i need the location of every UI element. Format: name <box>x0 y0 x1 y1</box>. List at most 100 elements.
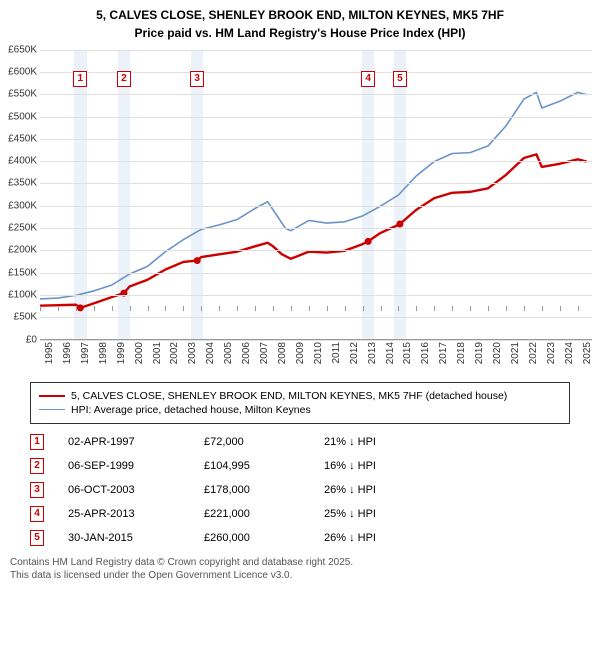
sale-marker-box: 4 <box>361 71 375 87</box>
legend-swatch <box>39 395 65 397</box>
x-tick <box>201 306 202 311</box>
y-tick-label: £450K <box>3 133 37 144</box>
sale-marker-box: 5 <box>393 71 407 87</box>
x-tick-label: 1998 <box>98 342 109 364</box>
footer-attribution: Contains HM Land Registry data © Crown c… <box>10 556 570 582</box>
x-tick-label: 2008 <box>277 342 288 364</box>
footer-line-2: This data is licensed under the Open Gov… <box>10 569 570 582</box>
x-tick <box>327 306 328 311</box>
gridline <box>40 183 592 184</box>
x-tick <box>273 306 274 311</box>
y-tick-label: £50K <box>3 312 37 323</box>
x-tick <box>219 306 220 311</box>
x-tick-label: 2023 <box>546 342 557 364</box>
plot-area: 12345 <box>40 50 592 340</box>
x-tick <box>148 306 149 311</box>
sales-row-diff: 25% ↓ HPI <box>324 508 424 520</box>
y-tick-label: £650K <box>3 44 37 55</box>
sales-row-diff: 21% ↓ HPI <box>324 436 424 448</box>
sales-row-date: 06-SEP-1999 <box>54 460 194 472</box>
legend-item: 5, CALVES CLOSE, SHENLEY BROOK END, MILT… <box>39 389 561 403</box>
y-tick-label: £0 <box>3 334 37 345</box>
sales-row-price: £104,995 <box>204 460 314 472</box>
x-tick <box>237 306 238 311</box>
x-tick-label: 2004 <box>205 342 216 364</box>
sales-row-number: 3 <box>30 482 44 498</box>
x-tick-label: 2013 <box>367 342 378 364</box>
x-tick <box>506 306 507 311</box>
legend-label: 5, CALVES CLOSE, SHENLEY BROOK END, MILT… <box>71 390 507 402</box>
x-tick-label: 2015 <box>402 342 413 364</box>
x-tick-label: 2020 <box>492 342 503 364</box>
y-tick-label: £200K <box>3 245 37 256</box>
series-hpi <box>40 92 587 299</box>
x-axis-labels: 1995199619971998199920002001200220032004… <box>40 342 592 376</box>
x-tick <box>165 306 166 311</box>
x-tick-label: 2006 <box>241 342 252 364</box>
x-tick-label: 1997 <box>80 342 91 364</box>
chart-subtitle: Price paid vs. HM Land Registry's House … <box>0 26 600 46</box>
gridline <box>40 228 592 229</box>
legend-label: HPI: Average price, detached house, Milt… <box>71 404 311 416</box>
x-tick <box>434 306 435 311</box>
sale-dot <box>77 304 84 311</box>
x-tick-label: 2003 <box>187 342 198 364</box>
x-tick-label: 2022 <box>528 342 539 364</box>
x-tick <box>416 306 417 311</box>
sales-row: 1 02-APR-1997 £72,000 21% ↓ HPI <box>30 430 570 454</box>
sales-row-price: £178,000 <box>204 484 314 496</box>
x-tick-label: 2001 <box>152 342 163 364</box>
sales-row-date: 30-JAN-2015 <box>54 532 194 544</box>
sales-row-diff: 26% ↓ HPI <box>324 484 424 496</box>
sales-row: 5 30-JAN-2015 £260,000 26% ↓ HPI <box>30 526 570 550</box>
x-tick-label: 1995 <box>44 342 55 364</box>
gridline <box>40 295 592 296</box>
x-tick-label: 2016 <box>420 342 431 364</box>
gridline <box>40 161 592 162</box>
x-tick-label: 2024 <box>564 342 575 364</box>
sale-dot <box>396 220 403 227</box>
gridline <box>40 94 592 95</box>
gridline <box>40 50 592 51</box>
sales-row: 306-OCT-2003£178,00026% ↓ HPI <box>30 478 570 502</box>
y-tick-label: £400K <box>3 156 37 167</box>
x-tick-label: 2002 <box>169 342 180 364</box>
x-tick-label: 2010 <box>313 342 324 364</box>
y-tick-label: £550K <box>3 89 37 100</box>
series-property <box>40 154 587 307</box>
sales-row: 425-APR-2013£221,00025% ↓ HPI <box>30 502 570 526</box>
sale-dot <box>365 237 372 244</box>
legend-item: HPI: Average price, detached house, Milt… <box>39 403 561 417</box>
gridline <box>40 117 592 118</box>
x-tick <box>524 306 525 311</box>
x-tick-label: 2000 <box>134 342 145 364</box>
gridline <box>40 273 592 274</box>
y-tick-label: £150K <box>3 267 37 278</box>
sales-row-number: 1 <box>30 434 44 450</box>
y-tick-label: £100K <box>3 289 37 300</box>
sales-row-diff: 16% ↓ HPI <box>324 460 424 472</box>
x-tick <box>452 306 453 311</box>
x-tick <box>309 306 310 311</box>
sales-row-price: £221,000 <box>204 508 314 520</box>
sale-marker-box: 1 <box>73 71 87 87</box>
sales-row-diff: 26% ↓ HPI <box>324 532 424 544</box>
sales-row-price: £260,000 <box>204 532 314 544</box>
chart-area: 12345 1995199619971998199920002001200220… <box>0 46 600 376</box>
chart-container: 5, CALVES CLOSE, SHENLEY BROOK END, MILT… <box>0 0 600 582</box>
x-tick <box>183 306 184 311</box>
sales-row-date: 02-APR-1997 <box>54 436 194 448</box>
x-tick-label: 2025 <box>582 342 593 364</box>
gridline <box>40 250 592 251</box>
sales-row-number: 4 <box>30 506 44 522</box>
sales-row-number: 5 <box>30 530 44 546</box>
gridline <box>40 317 592 318</box>
x-tick <box>542 306 543 311</box>
x-tick <box>470 306 471 311</box>
x-tick-label: 2007 <box>259 342 270 364</box>
legend: 5, CALVES CLOSE, SHENLEY BROOK END, MILT… <box>30 382 570 424</box>
sale-marker-box: 2 <box>117 71 131 87</box>
x-tick-label: 2011 <box>331 342 342 364</box>
sales-row-price: £72,000 <box>204 436 314 448</box>
x-tick-label: 2021 <box>510 342 521 364</box>
